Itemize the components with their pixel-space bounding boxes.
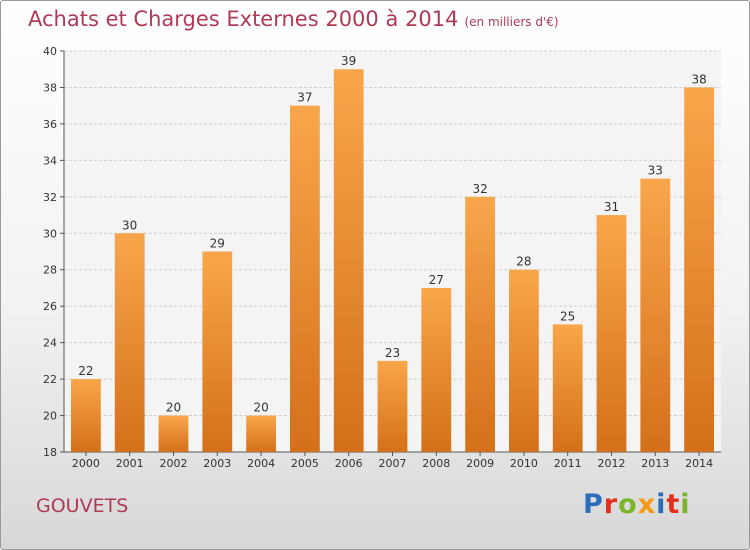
value-label-2000: 22 bbox=[78, 364, 93, 378]
value-label-2013: 33 bbox=[648, 164, 663, 178]
logo-letter: i bbox=[656, 489, 667, 520]
y-tick-label: 40 bbox=[43, 45, 57, 58]
bars bbox=[71, 69, 714, 453]
proxiti-logo: Proxiti bbox=[583, 489, 691, 520]
x-tick-label-2009: 2009 bbox=[466, 457, 494, 470]
bar-2001 bbox=[114, 233, 145, 452]
value-label-2005: 37 bbox=[297, 91, 312, 105]
bar-2010 bbox=[509, 269, 539, 452]
bar-2006 bbox=[333, 69, 364, 453]
x-tick-label-2000: 2000 bbox=[72, 457, 100, 470]
bar-2000 bbox=[71, 379, 101, 452]
value-label-2009: 32 bbox=[472, 182, 487, 196]
bar-2014 bbox=[684, 87, 714, 453]
x-tick-label-2001: 2001 bbox=[116, 457, 144, 470]
y-tick-label: 32 bbox=[43, 191, 57, 204]
x-tick-label-2014: 2014 bbox=[685, 457, 713, 470]
y-tick-label: 24 bbox=[43, 337, 57, 350]
value-label-2003: 29 bbox=[210, 237, 225, 251]
bar-2007 bbox=[377, 360, 408, 452]
value-label-2011: 25 bbox=[560, 309, 575, 323]
logo-letter: P bbox=[583, 489, 604, 520]
bar-2013 bbox=[640, 178, 671, 452]
y-tick-label: 36 bbox=[43, 118, 57, 131]
y-tick-label: 28 bbox=[43, 264, 57, 277]
y-tick-label: 18 bbox=[43, 446, 57, 459]
bar-2011 bbox=[552, 324, 583, 452]
value-label-2012: 31 bbox=[604, 200, 619, 214]
logo-letter: x bbox=[637, 489, 657, 520]
logo-letter: i bbox=[680, 489, 691, 520]
x-tick-label-2005: 2005 bbox=[291, 457, 319, 470]
logo-letter: r bbox=[603, 489, 619, 520]
value-label-2006: 39 bbox=[341, 54, 356, 68]
value-label-2002: 20 bbox=[166, 401, 181, 415]
y-tick-label: 22 bbox=[43, 373, 57, 386]
bar-2009 bbox=[465, 196, 495, 452]
x-tick-label-2007: 2007 bbox=[379, 457, 407, 470]
bar-2002 bbox=[158, 415, 189, 452]
y-tick-label: 26 bbox=[43, 300, 57, 313]
value-label-2007: 23 bbox=[385, 346, 400, 360]
value-label-2014: 38 bbox=[691, 72, 706, 86]
x-tick-label-2011: 2011 bbox=[554, 457, 582, 470]
x-tick-label-2012: 2012 bbox=[598, 457, 626, 470]
x-tick-label-2013: 2013 bbox=[641, 457, 669, 470]
logo-letter: o bbox=[618, 489, 638, 520]
x-tick-label-2002: 2002 bbox=[160, 457, 188, 470]
x-tick-label-2003: 2003 bbox=[203, 457, 231, 470]
x-tick-label-2010: 2010 bbox=[510, 457, 538, 470]
bar-2012 bbox=[596, 215, 627, 452]
commune-name: GOUVETS bbox=[36, 495, 129, 517]
x-tick-label-2006: 2006 bbox=[335, 457, 363, 470]
value-label-2008: 27 bbox=[429, 273, 444, 287]
bar-2005 bbox=[290, 105, 320, 452]
value-label-2010: 28 bbox=[516, 255, 531, 269]
chart-title-text: Achats et Charges Externes 2000 à 2014 bbox=[28, 7, 459, 31]
y-tick-label: 34 bbox=[43, 154, 57, 167]
value-label-2004: 20 bbox=[253, 401, 268, 415]
logo-letter: t bbox=[666, 489, 681, 520]
chart-subtitle: (en milliers d'€) bbox=[464, 15, 559, 29]
y-tick-label: 20 bbox=[43, 410, 57, 423]
bar-2008 bbox=[421, 287, 452, 452]
chart-title: Achats et Charges Externes 2000 à 2014 (e… bbox=[28, 7, 559, 31]
bar-2004 bbox=[246, 415, 276, 452]
x-tick-label-2004: 2004 bbox=[247, 457, 275, 470]
y-tick-label: 30 bbox=[43, 227, 57, 240]
bar-2003 bbox=[202, 251, 233, 452]
labels: 18 20 22 24 26 28 30 32 34 36 38 40 22 2000 30 2001 20 20… bbox=[43, 45, 713, 470]
x-tick-label-2008: 2008 bbox=[422, 457, 450, 470]
y-tick-label: 38 bbox=[43, 81, 57, 94]
value-label-2001: 30 bbox=[122, 218, 137, 232]
